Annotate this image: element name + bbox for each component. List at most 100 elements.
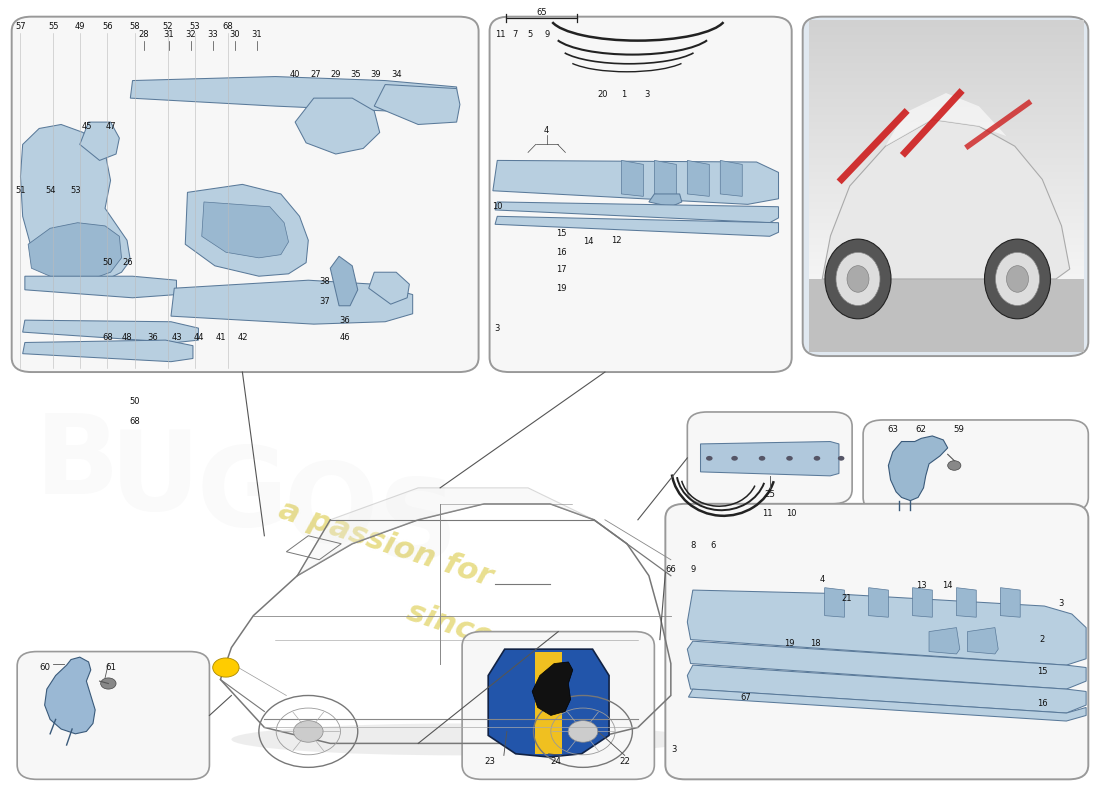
Text: 48: 48 [122,334,132,342]
Polygon shape [825,588,845,618]
Circle shape [101,678,116,689]
Text: 57: 57 [15,22,25,30]
Text: 14: 14 [943,581,953,590]
FancyBboxPatch shape [490,17,792,372]
Circle shape [838,456,845,461]
Text: G: G [197,442,288,550]
Circle shape [836,252,880,306]
Text: 65: 65 [536,8,547,17]
Text: 25: 25 [764,490,776,498]
Text: 24: 24 [550,758,561,766]
Polygon shape [720,161,742,196]
Text: 62: 62 [916,425,927,434]
Text: 52: 52 [163,22,173,30]
Text: 27: 27 [310,70,321,78]
Text: 3: 3 [1058,599,1064,608]
Text: 14: 14 [583,238,594,246]
Polygon shape [930,628,960,654]
Polygon shape [688,590,1086,665]
Text: 63: 63 [888,425,899,434]
Polygon shape [957,588,977,618]
Polygon shape [330,256,358,306]
Text: 36: 36 [147,334,157,342]
Text: since 1993: since 1993 [403,598,587,682]
Polygon shape [368,272,409,304]
Circle shape [732,456,738,461]
Polygon shape [823,119,1069,279]
Text: 50: 50 [130,397,140,406]
Text: 60: 60 [40,663,51,672]
Text: 10: 10 [786,509,796,518]
Polygon shape [1000,588,1020,618]
Text: 4: 4 [544,126,549,134]
Polygon shape [25,276,176,298]
Circle shape [568,721,597,742]
FancyBboxPatch shape [18,651,209,779]
Text: 53: 53 [70,186,80,195]
Polygon shape [532,662,573,715]
Text: 23: 23 [484,758,495,766]
Text: 47: 47 [106,122,116,130]
Text: 34: 34 [390,70,402,78]
Ellipse shape [231,723,693,755]
Text: 59: 59 [954,425,964,434]
Polygon shape [170,280,412,324]
Text: 58: 58 [130,22,140,30]
Text: 66: 66 [666,565,676,574]
Text: 39: 39 [370,70,381,78]
Text: 32: 32 [186,30,196,38]
Text: 26: 26 [123,258,133,267]
Polygon shape [688,665,1086,713]
Polygon shape [649,194,682,206]
Polygon shape [889,436,948,501]
Polygon shape [374,85,460,125]
Text: 12: 12 [610,236,621,245]
Text: 30: 30 [230,30,240,38]
Text: 18: 18 [811,639,822,648]
Text: 31: 31 [164,30,174,38]
Text: O: O [283,458,377,566]
Text: 3: 3 [671,746,676,754]
FancyBboxPatch shape [462,631,654,779]
Polygon shape [295,98,380,154]
Text: 43: 43 [172,334,182,342]
Circle shape [786,456,793,461]
Text: 4: 4 [820,575,825,584]
Text: 36: 36 [339,316,350,325]
Polygon shape [29,222,121,280]
Text: 51: 51 [15,186,25,195]
Text: 11: 11 [495,30,506,38]
Text: 2: 2 [1040,635,1045,644]
Polygon shape [297,488,627,576]
Text: 15: 15 [556,230,566,238]
Text: 15: 15 [1037,667,1047,676]
Text: 16: 16 [1037,699,1047,708]
Text: 13: 13 [916,581,926,590]
Text: 64: 64 [939,339,952,349]
Text: 11: 11 [762,509,773,518]
Text: 42: 42 [238,334,248,342]
FancyBboxPatch shape [12,17,478,372]
Text: 28: 28 [139,30,148,38]
Text: 35: 35 [350,70,361,78]
Polygon shape [23,320,198,342]
Text: 9: 9 [690,565,695,574]
Text: 22: 22 [619,758,630,766]
Text: 3: 3 [644,90,649,99]
Bar [808,279,1084,352]
FancyBboxPatch shape [803,17,1088,356]
Polygon shape [185,184,308,276]
Circle shape [984,239,1050,318]
Circle shape [814,456,821,461]
Polygon shape [968,628,998,654]
Polygon shape [689,689,1086,721]
Circle shape [825,239,891,318]
Text: 41: 41 [216,334,225,342]
Polygon shape [495,202,779,222]
Text: 56: 56 [102,22,112,30]
Text: 10: 10 [492,202,503,211]
Text: 19: 19 [556,284,566,293]
Text: S: S [378,474,459,582]
Text: 45: 45 [81,122,91,130]
Polygon shape [488,649,609,757]
